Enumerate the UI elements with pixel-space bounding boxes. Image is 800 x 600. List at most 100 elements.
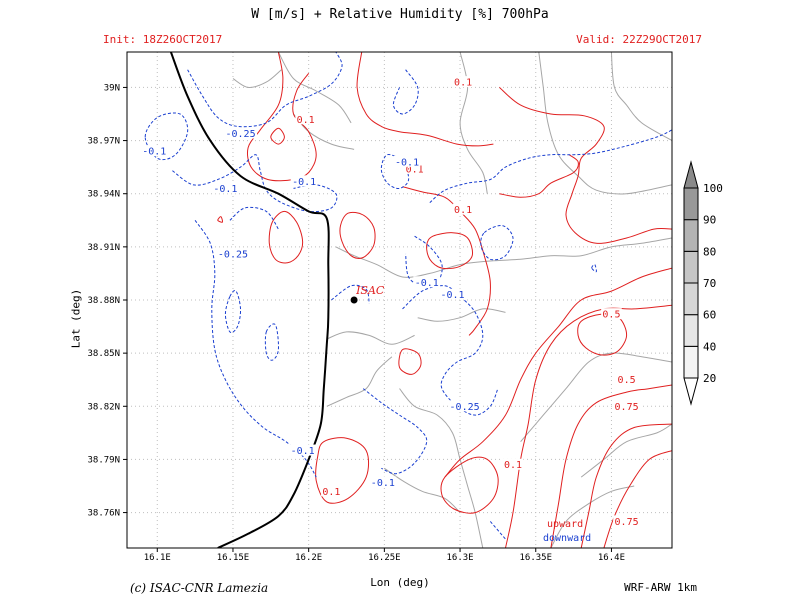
- contour-label-20: -0.1: [371, 478, 395, 489]
- contour-label-3: 0.1: [454, 205, 472, 216]
- x-axis-label: Lon (deg): [370, 576, 430, 589]
- upward-line-14: [603, 450, 672, 548]
- upward-line-6: [402, 186, 491, 336]
- downward-line-10: [331, 284, 370, 304]
- upward-line-16: [315, 437, 370, 504]
- contour-label-bg-15: [216, 247, 250, 259]
- x-tick-label-5: 16.35E: [519, 553, 552, 563]
- upward-line-1: [246, 52, 317, 182]
- roads-line-9: [326, 356, 393, 407]
- contour-label-bg-14: [212, 182, 239, 194]
- grid-lines: [127, 52, 672, 548]
- colorbar-label-5: 40: [703, 340, 716, 353]
- contour-label-4: 0.5: [602, 310, 620, 321]
- station-label: ISAC: [355, 284, 385, 297]
- contour-label-bg-4: [601, 308, 622, 320]
- colorbar-label-1: 90: [703, 214, 716, 227]
- upward-line-9: [444, 267, 672, 478]
- contour-label-bg-13: [290, 175, 318, 187]
- upward-line-2: [270, 127, 285, 145]
- contour-label-19: -0.1: [291, 446, 315, 457]
- downward-line-16: [489, 521, 506, 540]
- roads-line-12: [520, 352, 672, 443]
- roads-line-13: [580, 423, 672, 478]
- coast-line-0: [169, 52, 330, 548]
- credit-label: (c) ISAC-CNR Lamezia: [130, 581, 269, 595]
- chart-title: W [m/s] + Relative Humidity [%] 700hPa: [251, 7, 549, 22]
- y-tick-label-2: 38.94N: [87, 190, 120, 200]
- upward-line-18: [217, 216, 224, 223]
- colorbar-segment-5: [683, 187, 699, 221]
- valid-time-label: Valid: 22Z29OCT2017: [576, 33, 702, 46]
- contour-label-bg-2: [404, 162, 425, 174]
- roads-line-0: [277, 52, 352, 124]
- downward-line-11: [405, 235, 443, 287]
- downward-line-9: [402, 285, 499, 416]
- contour-label-1: 0.1: [297, 115, 315, 126]
- station-dot: [350, 296, 358, 304]
- contour-label-9: 0.75: [615, 517, 639, 528]
- contour-label-bg-1: [295, 113, 316, 125]
- contour-label-17: -0.1: [440, 290, 464, 301]
- x-tick-label-1: 16.15E: [217, 553, 250, 563]
- colorbar-segment-0: [683, 345, 699, 379]
- y-tick-label-3: 38.91N: [87, 243, 120, 253]
- contour-label-bg-20: [369, 476, 397, 488]
- contour-label-bg-16: [413, 276, 441, 288]
- contour-label-12: -0.1: [395, 157, 419, 168]
- roads-line-10: [399, 388, 484, 548]
- y-tick-label-0: 39N: [104, 83, 120, 93]
- roads-line-5: [610, 52, 672, 142]
- contour-label-bg-8: [321, 485, 342, 497]
- y-tick-label-6: 38.82N: [87, 402, 120, 412]
- contour-label-5: 0.5: [618, 375, 636, 386]
- init-time-label: Init: 18Z26OCT2017: [103, 33, 223, 46]
- contour-label-6: 0.75: [615, 402, 639, 413]
- contour-label-7: 0.1: [504, 460, 522, 471]
- y-tick-label-8: 38.76N: [87, 509, 120, 519]
- y-tick-label-7: 38.79N: [87, 455, 120, 465]
- legend-downward: downward: [543, 533, 591, 544]
- contour-label-15: -0.25: [218, 249, 248, 260]
- station-marker: ISAC: [350, 284, 385, 304]
- colorbar-label-0: 100: [703, 182, 723, 195]
- legend-upward: upward: [547, 519, 583, 530]
- contour-label-16: -0.1: [415, 278, 439, 289]
- upward-line-8: [499, 154, 579, 198]
- contour-label-bg-10: [224, 127, 258, 139]
- roads-line-1: [232, 69, 282, 88]
- contour-labels: 0.1 0.1 0.1 0.1 0.5 0.5 0.75 0.1 0.1 0.75 -0.25 -0.…: [140, 76, 640, 528]
- contour-label-13: -0.1: [292, 177, 316, 188]
- colorbar-segment-2: [683, 282, 699, 316]
- contour-label-bg-9: [613, 515, 640, 527]
- downward-line-5: [224, 290, 242, 333]
- contour-label-8: 0.1: [322, 487, 340, 498]
- colorbar: 100 90 80 70 60 40 20: [683, 160, 723, 406]
- roads-line-3: [459, 52, 488, 194]
- downward-line-13: [429, 129, 672, 203]
- contour-label-bg-3: [452, 203, 474, 215]
- contour-layer: [144, 52, 672, 548]
- roads-line-6: [335, 237, 672, 278]
- upward-line-4: [339, 211, 376, 259]
- contour-label-2: 0.1: [406, 164, 424, 175]
- coastline-layer: [169, 52, 330, 548]
- x-tick-label-2: 16.2E: [295, 553, 322, 563]
- downward-line-2: [172, 154, 338, 213]
- upward-line-15: [440, 456, 499, 514]
- colorbar-segment-4: [683, 219, 699, 252]
- contour-label-18: -0.25: [450, 402, 480, 413]
- roads-line-8: [326, 331, 415, 345]
- downward-line-12: [480, 224, 514, 261]
- contour-label-11: -0.1: [142, 147, 166, 158]
- upward-line-12: [550, 384, 672, 548]
- downward-line-4: [229, 206, 279, 230]
- downward-line-14: [362, 388, 428, 475]
- y-tick-label-5: 38.85N: [87, 349, 120, 359]
- colorbar-arrow-high: [683, 160, 699, 189]
- y-tick-label-1: 38.97N: [87, 137, 120, 147]
- contour-label-10: -0.25: [225, 129, 255, 140]
- downward-line-3: [194, 220, 317, 478]
- x-tick-label-3: 16.25E: [368, 553, 401, 563]
